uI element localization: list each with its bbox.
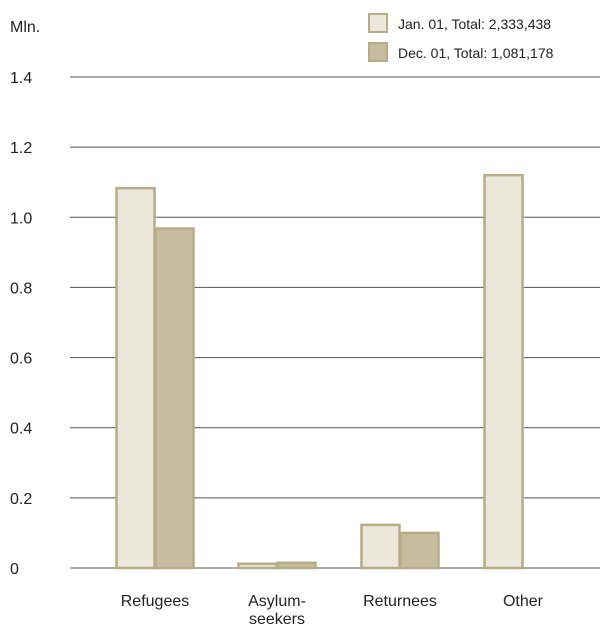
y-tick-label: 0: [10, 561, 19, 578]
bars: [115, 173, 524, 570]
y-axis-ticks: 0 0.2 0.4 0.6 0.8 1.0 1.2 1.4: [10, 70, 32, 578]
bar: [276, 561, 317, 570]
bar: [483, 173, 524, 570]
y-tick-label: 0.8: [10, 280, 32, 297]
legend-swatch: [368, 13, 388, 33]
x-category-label: Other: [503, 593, 544, 610]
x-category-label: Refugees: [121, 593, 190, 610]
legend: Jan. 01, Total: 2,333,438 Dec. 01, Total:…: [368, 13, 554, 62]
y-tick-label: 0.2: [10, 491, 32, 508]
legend-label: Dec. 01, Total: 1,081,178: [398, 45, 554, 61]
y-tick-label: 1.2: [10, 140, 32, 157]
bar: [237, 562, 278, 570]
legend-swatch: [368, 42, 388, 62]
bar: [115, 186, 156, 570]
legend-label: Jan. 01, Total: 2,333,438: [398, 16, 551, 32]
x-category-label: seekers: [249, 611, 305, 627]
y-axis-unit-label: Mln.: [10, 19, 40, 36]
bar: [399, 531, 440, 570]
y-tick-label: 0.4: [10, 421, 32, 438]
y-tick-label: 1.0: [10, 210, 32, 227]
x-category-label: Asylum-: [248, 593, 306, 610]
bar: [154, 227, 195, 570]
y-tick-label: 1.4: [10, 70, 32, 87]
x-axis-categories: Refugees Asylum-seekers Returnees Other: [121, 593, 544, 627]
y-tick-label: 0.6: [10, 351, 32, 368]
bar: [360, 523, 401, 570]
x-category-label: Returnees: [363, 593, 437, 610]
